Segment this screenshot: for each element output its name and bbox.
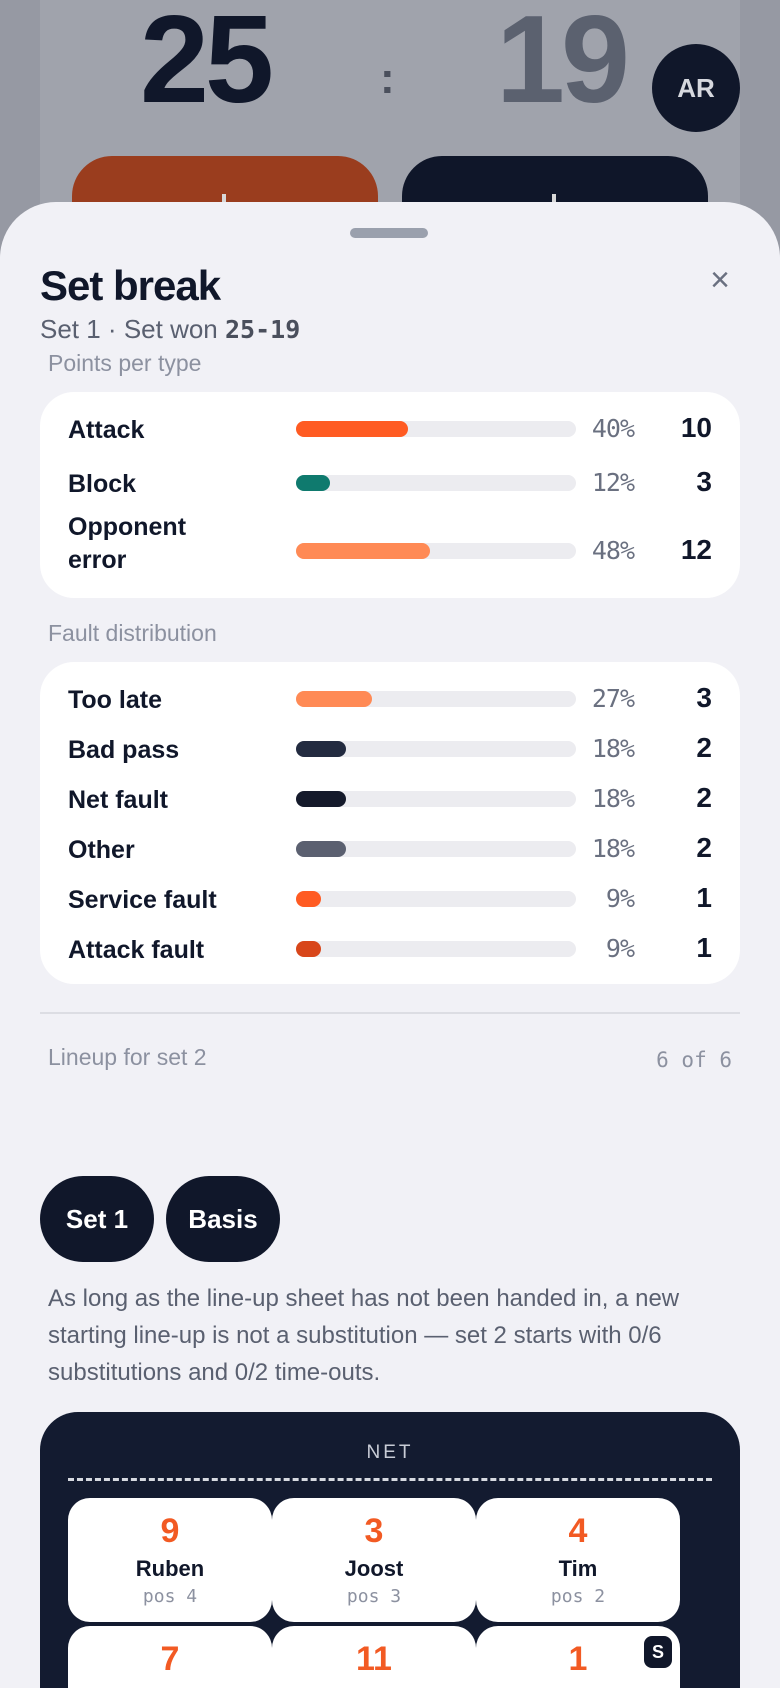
stat-count: 1 [696, 882, 712, 913]
stat-label: Opponent error [68, 513, 187, 574]
stat-bar-fill [296, 543, 430, 559]
stat-count: 12 [680, 534, 712, 565]
stat-percent: 40% [591, 414, 635, 443]
fault-distribution-card: Too late 27% 3 Bad pass 18% 2 Net fault 18% 2 Oth… [40, 662, 740, 984]
stat-bar-track [296, 941, 576, 957]
away-score: 19 [496, 0, 630, 129]
sheet-subtitle: Set 1 · Set won 25-19 [40, 314, 300, 345]
player-position: pos 3 [346, 1586, 402, 1607]
subtitle-score: 25-19 [224, 315, 301, 344]
avatar[interactable]: AR [652, 44, 740, 132]
player-card[interactable]: 4 Tim pos 2 [476, 1498, 680, 1622]
stat-row: Net fault 18% 2 [68, 776, 712, 820]
player-position: pos 2 [550, 1586, 606, 1607]
stat-bar-track [296, 691, 576, 707]
stat-percent: 9% [605, 934, 635, 963]
court-lineup: NET 9 Ruben pos 4 3 Joost pos 3 4 Tim pos 2 7 11 1 S [40, 1412, 740, 1688]
stat-count: 2 [696, 782, 712, 813]
stat-row: Too late 27% 3 [68, 676, 712, 720]
stat-bar-fill [296, 841, 346, 857]
stat-percent: 18% [591, 834, 635, 863]
stat-row: Attack fault 9% 1 [68, 926, 712, 970]
stat-percent: 27% [591, 684, 635, 713]
stat-row: Service fault 9% 1 [68, 876, 712, 920]
stat-count: 2 [696, 832, 712, 863]
stat-bar-fill [296, 691, 372, 707]
lineup-count: 6 of 6 [656, 1048, 732, 1072]
stat-row: Attack 40% 10 [68, 406, 712, 450]
net-label: NET [366, 1442, 414, 1463]
net-line [68, 1478, 712, 1481]
stat-bar-fill [296, 941, 321, 957]
stat-label: Bad pass [68, 736, 180, 764]
set-1-button[interactable]: Set 1 [40, 1176, 154, 1262]
stat-bar-fill [296, 421, 408, 437]
stat-bar-track [296, 475, 576, 491]
score-separator: : [380, 54, 395, 103]
stat-count: 1 [696, 932, 712, 963]
lineup-label: Lineup for set 2 [48, 1044, 207, 1070]
stat-count: 10 [680, 412, 712, 443]
set-break-sheet: Set break Set 1 · Set won 25-19 × Points… [0, 202, 780, 1688]
player-name: Ruben [135, 1556, 205, 1581]
player-card[interactable]: 7 [68, 1626, 272, 1688]
stat-label: Attack [68, 416, 145, 444]
section-divider [40, 1012, 740, 1014]
stat-percent: 9% [605, 884, 635, 913]
stat-row: Other 18% 2 [68, 826, 712, 870]
stat-row: Opponent error 48% 12 [68, 513, 712, 574]
button-mark [222, 194, 226, 208]
stat-percent: 48% [591, 536, 635, 565]
player-card[interactable]: 9 Ruben pos 4 [68, 1498, 272, 1622]
subtitle-text: Set 1 · Set won [40, 314, 225, 344]
points-per-type-card: Attack 40% 10 Block 12% 3 Opponent error 48% 12 [40, 392, 740, 598]
stat-percent: 18% [591, 734, 635, 763]
setter-badge: S [644, 1636, 672, 1668]
stat-label: Attack fault [68, 936, 205, 964]
stat-bar-fill [296, 791, 346, 807]
stat-percent: 12% [591, 468, 635, 497]
player-card[interactable]: 11 [272, 1626, 476, 1688]
stat-bar-track [296, 791, 576, 807]
player-name: Tim [558, 1556, 598, 1581]
sheet-title: Set break [40, 262, 221, 309]
stat-bar-track [296, 891, 576, 907]
button-mark [552, 194, 556, 208]
stat-bar-fill [296, 741, 346, 757]
stat-count: 2 [696, 732, 712, 763]
stat-label: Block [68, 470, 137, 498]
stat-bar-track [296, 543, 576, 559]
home-score: 25 [140, 0, 274, 129]
stat-bar-fill [296, 475, 330, 491]
player-number: 7 [160, 1640, 180, 1678]
stat-bar-track [296, 841, 576, 857]
stat-bar-fill [296, 891, 321, 907]
stat-label: Other [68, 836, 135, 864]
stat-bar-track [296, 421, 576, 437]
stat-percent: 18% [591, 784, 635, 813]
stat-count: 3 [696, 466, 712, 497]
stat-bar-track [296, 741, 576, 757]
player-number: 1 [568, 1640, 588, 1678]
sheet-drag-handle[interactable] [350, 228, 428, 238]
stat-count: 3 [696, 682, 712, 713]
close-icon[interactable]: × [710, 260, 730, 299]
fault-distribution-label: Fault distribution [48, 620, 217, 646]
stat-row: Block 12% 3 [68, 460, 712, 504]
basis-button[interactable]: Basis [166, 1176, 280, 1262]
stat-label: Too late [68, 686, 162, 714]
player-number: 11 [356, 1640, 392, 1678]
player-card[interactable]: 3 Joost pos 3 [272, 1498, 476, 1622]
stat-label: Net fault [68, 786, 168, 814]
stat-row: Bad pass 18% 2 [68, 726, 712, 770]
player-position: pos 4 [142, 1586, 198, 1607]
player-number: 3 [364, 1512, 384, 1550]
points-per-type-label: Points per type [48, 350, 202, 376]
player-number: 9 [160, 1512, 180, 1550]
lineup-note: As long as the line-up sheet has not bee… [48, 1285, 680, 1386]
player-number: 4 [568, 1512, 588, 1550]
player-name: Joost [344, 1556, 404, 1581]
stat-label: Service fault [68, 886, 217, 914]
